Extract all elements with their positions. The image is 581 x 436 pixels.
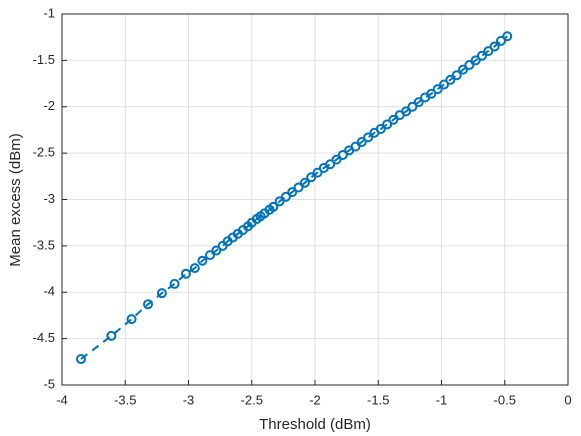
marker [180, 268, 191, 279]
marker [325, 159, 336, 170]
marker [502, 31, 513, 42]
marker [363, 132, 374, 143]
x-tick-label: -0.5 [494, 392, 516, 407]
y-tick-label: -3 [43, 191, 55, 206]
y-tick-label: -1.5 [33, 52, 55, 67]
y-tick-label: -4.5 [33, 330, 55, 345]
marker [189, 263, 200, 274]
marker [143, 299, 154, 310]
marker [331, 154, 342, 165]
plot-frame [61, 13, 569, 386]
x-tick-label: -2 [309, 392, 321, 407]
x-axis-label: Threshold (dBm) [259, 416, 371, 433]
x-tick-label: -1 [436, 392, 448, 407]
marker [432, 84, 443, 95]
x-tick-label: -3.5 [114, 392, 136, 407]
marker [413, 97, 424, 108]
marker [476, 50, 487, 61]
marker [483, 46, 494, 57]
x-tick-label: -4 [56, 392, 68, 407]
marker [356, 136, 367, 147]
y-tick-label: -5 [43, 376, 55, 391]
marker [451, 70, 462, 81]
marker [388, 114, 399, 125]
marker [197, 255, 208, 266]
marker [293, 182, 304, 193]
marker [268, 201, 279, 212]
marker [274, 196, 285, 207]
marker [280, 191, 291, 202]
marker [287, 187, 298, 198]
marker [306, 172, 317, 183]
marker [489, 41, 500, 52]
marker [299, 177, 310, 188]
marker [350, 141, 361, 152]
marker [401, 106, 412, 117]
marker [169, 278, 180, 289]
series-line [80, 35, 508, 360]
marker [495, 35, 506, 46]
marker [407, 101, 418, 112]
marker [156, 288, 167, 299]
y-tick-label: -4 [43, 284, 55, 299]
y-axis-label: Mean excess (dBm) [7, 133, 24, 266]
marker [75, 354, 86, 365]
marker [382, 119, 393, 130]
marker [426, 88, 437, 99]
marker [375, 124, 386, 135]
y-tick-label: -1 [43, 5, 55, 20]
marker [445, 74, 456, 85]
marker [464, 60, 475, 71]
marker [439, 79, 450, 90]
marker [312, 167, 323, 178]
x-tick-label: 0 [564, 392, 571, 407]
y-tick-label: -2 [43, 98, 55, 113]
marker [106, 330, 117, 341]
x-tick-label: -3 [183, 392, 195, 407]
y-tick-label: -2.5 [33, 145, 55, 160]
marker [458, 64, 469, 75]
marker [211, 245, 222, 256]
marker [470, 55, 481, 66]
y-tick-label: -3.5 [33, 237, 55, 252]
marker [205, 250, 216, 261]
marker [126, 314, 137, 325]
x-tick-label: -2.5 [241, 392, 263, 407]
marker [337, 149, 348, 160]
x-tick-label: -1.5 [367, 392, 389, 407]
